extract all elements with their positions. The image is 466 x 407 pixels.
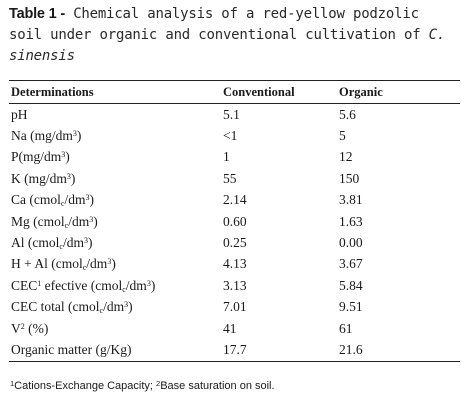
header-organic: Organic <box>339 84 383 99</box>
cell-conventional: 17.7 <box>223 341 247 357</box>
cell-organic: 3.81 <box>339 192 363 208</box>
cell-determination: CEC1 efective (cmolc/dm3) <box>11 277 156 294</box>
cell-determination: Al (cmolc/dm3) <box>11 235 93 252</box>
cell-organic: 12 <box>339 149 353 165</box>
cell-organic: 3.67 <box>339 256 363 272</box>
table-row: CEC total (cmolc/dm3) 7.01 9.51 <box>9 297 460 318</box>
cell-determination: V2 (%) <box>11 320 49 336</box>
cell-conventional: 0.25 <box>223 235 247 251</box>
cell-organic: 61 <box>339 320 353 336</box>
table-row: Ca (cmolc/dm3) 2.14 3.81 <box>9 190 460 211</box>
cell-conventional: <1 <box>223 128 238 144</box>
cell-determination: Ca (cmolc/dm3) <box>11 192 94 209</box>
caption-text: Chemical analysis of a red-yellow podzol… <box>9 6 421 43</box>
header-conventional: Conventional <box>223 84 295 99</box>
table-row: Mg (cmolc/dm3) 0.60 1.63 <box>9 211 460 232</box>
cell-organic: 150 <box>339 170 360 186</box>
cell-organic: 0.00 <box>339 235 363 251</box>
cell-determination: Mg (cmolc/dm3) <box>11 213 98 230</box>
table-row: P(mg/dm3) 1 12 <box>9 147 460 168</box>
soil-analysis-table: Determinations Conventional Organic pH 5.… <box>9 80 460 362</box>
cell-determination: pH <box>11 106 28 122</box>
cell-determination: Organic matter (g/Kg) <box>11 341 132 357</box>
table-row: pH 5.1 5.6 <box>9 104 460 126</box>
caption-species: C. sinensis <box>9 27 446 64</box>
cell-conventional: 41 <box>223 320 237 336</box>
cell-conventional: 4.13 <box>223 256 247 272</box>
cell-organic: 9.51 <box>339 299 363 315</box>
table-row: V2 (%) 41 61 <box>9 318 460 339</box>
cell-conventional: 2.14 <box>223 192 247 208</box>
cell-conventional: 0.60 <box>223 213 247 229</box>
cell-conventional: 55 <box>223 170 237 186</box>
cell-organic: 5.6 <box>339 106 356 122</box>
table-caption: Table 1 - Chemical analysis of a red-yel… <box>9 4 459 67</box>
table-row: H + Al (cmolc/dm3) 4.13 3.67 <box>9 254 460 275</box>
cell-determination: Na (mg/dm3) <box>11 128 82 144</box>
table-row: Organic matter (g/Kg) 17.7 21.6 <box>9 339 460 362</box>
table-row: Na (mg/dm3) <1 5 <box>9 125 460 146</box>
cell-conventional: 5.1 <box>223 106 240 122</box>
cell-determination: P(mg/dm3) <box>11 149 70 165</box>
cell-conventional: 3.13 <box>223 277 247 293</box>
cell-determination: H + Al (cmolc/dm3) <box>11 256 116 273</box>
cell-organic: 1.63 <box>339 213 363 229</box>
cell-conventional: 7.01 <box>223 299 247 315</box>
table-header-row: Determinations Conventional Organic <box>9 80 460 104</box>
table-footnote: 1Cations-Exchange Capacity; 2Base satura… <box>10 379 275 392</box>
cell-organic: 5 <box>339 128 346 144</box>
table-row: Al (cmolc/dm3) 0.25 0.00 <box>9 232 460 253</box>
cell-determination: CEC total (cmolc/dm3) <box>11 299 133 316</box>
table-row: CEC1 efective (cmolc/dm3) 3.13 5.84 <box>9 275 460 296</box>
cell-determination: K (mg/dm3) <box>11 170 76 186</box>
cell-organic: 21.6 <box>339 341 363 357</box>
table-row: K (mg/dm3) 55 150 <box>9 168 460 189</box>
table-label: Table 1 - <box>9 6 65 22</box>
cell-conventional: 1 <box>223 149 230 165</box>
header-determinations: Determinations <box>11 84 94 99</box>
cell-organic: 5.84 <box>339 277 363 293</box>
